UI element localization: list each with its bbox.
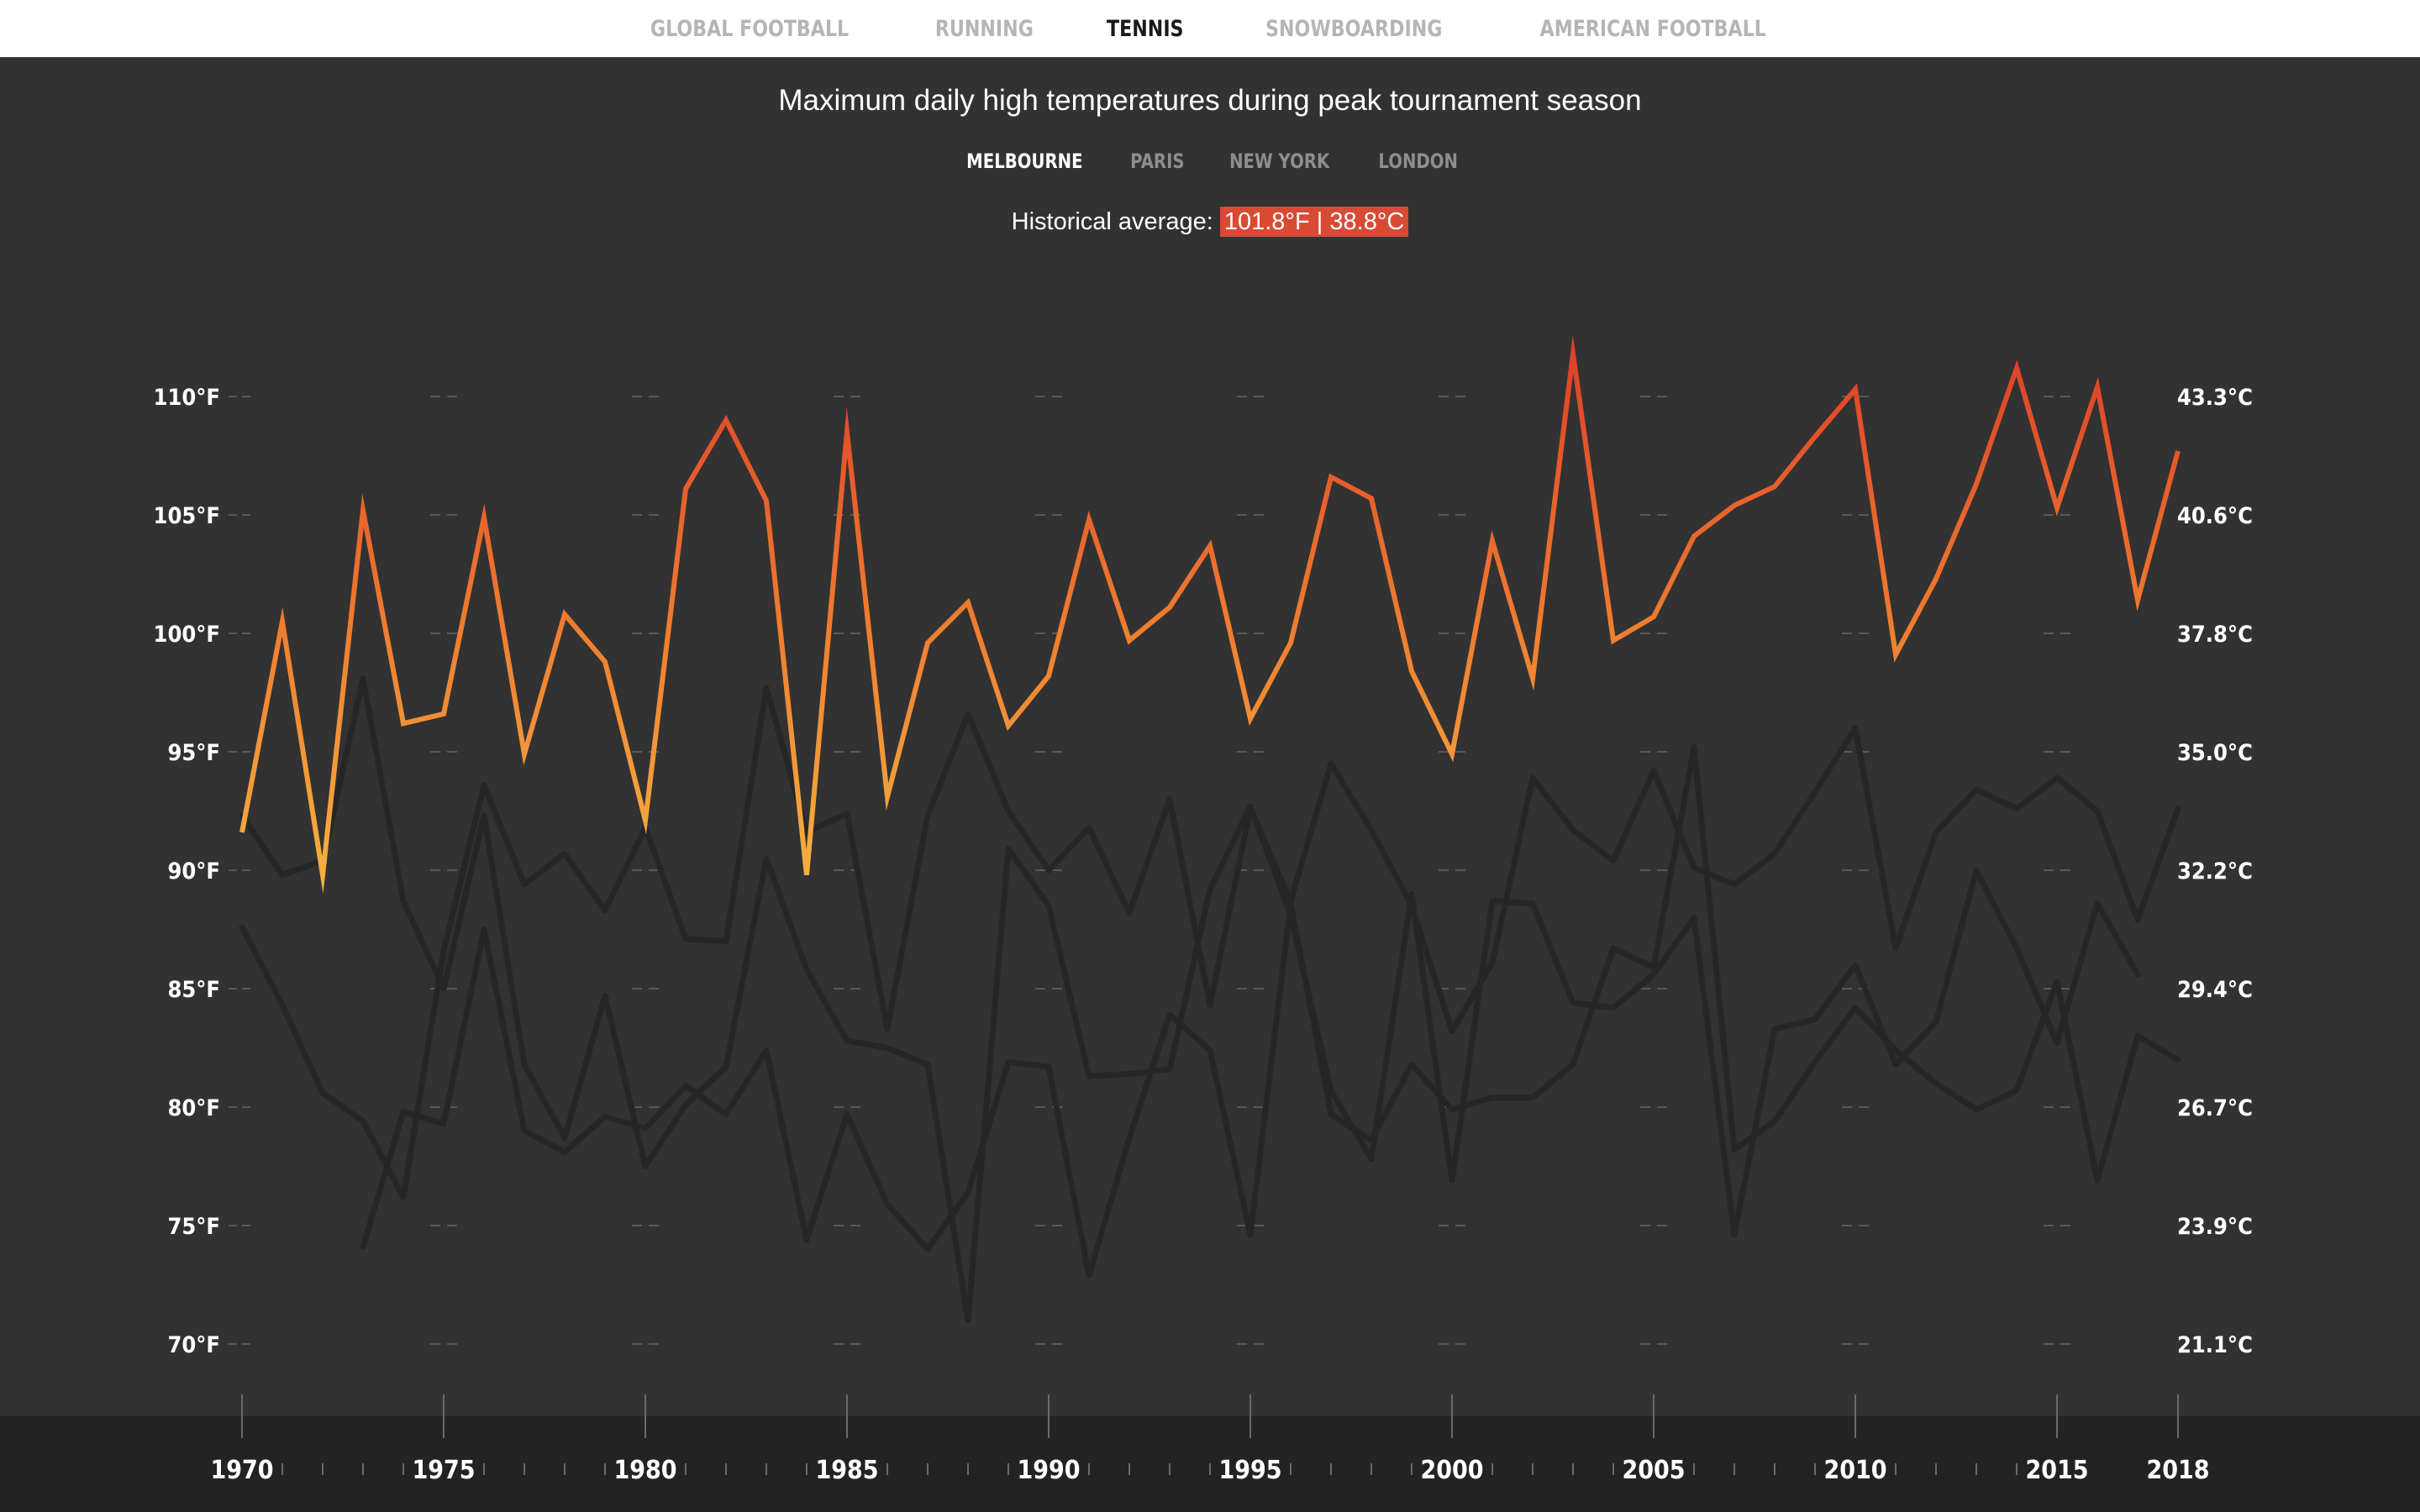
y-tick-label-f: 100°F [154, 622, 220, 648]
grid-layer [229, 396, 2070, 1345]
series-line-new-york [239, 675, 2141, 1324]
sport-tabs: GLOBAL FOOTBALL RUNNING TENNIS SNOWBOARD… [0, 0, 2420, 57]
x-tick-label: 1985 [815, 1456, 878, 1485]
y-tick-label-c: 21.1°C [2177, 1332, 2253, 1358]
y-tick-label-c: 26.7°C [2177, 1095, 2253, 1121]
tab-running[interactable]: RUNNING [935, 15, 1034, 42]
y-tick-label-c: 32.2°C [2177, 858, 2253, 885]
y-tick-label-f: 85°F [167, 977, 220, 1003]
historical-average-label: Historical average: [1011, 208, 1213, 235]
axis-layer: 110°F 43.3°C 105°F 40.6°C 100°F 37.8°C 95°F 35.… [154, 385, 2253, 1485]
series-line-melbourne [239, 334, 2181, 895]
series-line-london [360, 743, 2181, 1278]
y-tick-label-f: 90°F [167, 858, 220, 885]
y-tick-label-c: 29.4°C [2177, 977, 2253, 1003]
x-tick-label: 2018 [2146, 1456, 2209, 1485]
x-tick-label: 2005 [1622, 1456, 1685, 1485]
x-tick-label: 1970 [210, 1456, 273, 1485]
x-tick-label: 1995 [1218, 1456, 1281, 1485]
y-tick-label-c: 40.6°C [2177, 503, 2253, 529]
y-tick-label-c: 35.0°C [2177, 740, 2253, 766]
tab-american-football[interactable]: AMERICAN FOOTBALL [1539, 15, 1767, 42]
y-tick-label-f: 80°F [167, 1095, 220, 1121]
x-tick-label: 1975 [412, 1456, 475, 1485]
tab-tennis[interactable]: TENNIS [1107, 15, 1184, 42]
chart-title: Maximum daily high temperatures during p… [778, 84, 1642, 117]
historical-average: Historical average: 101.8°F | 38.8°C [0, 207, 2420, 237]
y-tick-label-f: 75°F [167, 1214, 220, 1240]
series-line-paris [239, 685, 2181, 1200]
x-tick-label: 2000 [1420, 1456, 1483, 1485]
city-tab-melbourne[interactable]: MELBOURNE [966, 150, 1083, 173]
tab-global-football[interactable]: GLOBAL FOOTBALL [650, 15, 850, 42]
x-tick-label: 1990 [1017, 1456, 1080, 1485]
historical-average-badge: 101.8°F | 38.8°C [1219, 207, 1409, 237]
x-tick-label: 1980 [613, 1456, 676, 1485]
y-tick-label-f: 110°F [154, 385, 220, 411]
tab-snowboarding[interactable]: SNOWBOARDING [1265, 15, 1443, 42]
y-tick-label-c: 37.8°C [2177, 622, 2253, 648]
y-tick-label-f: 95°F [167, 740, 220, 766]
y-tick-label-c: 23.9°C [2177, 1214, 2253, 1240]
y-tick-label-c: 43.3°C [2177, 385, 2253, 411]
y-tick-label-f: 105°F [154, 503, 220, 529]
city-tabs: MELBOURNE PARIS NEW YORK LONDON [0, 150, 2420, 173]
city-tab-london[interactable]: LONDON [1378, 150, 1458, 173]
x-tick-label: 2015 [2025, 1456, 2088, 1485]
city-tab-paris[interactable]: PARIS [1129, 150, 1185, 173]
series-layer [239, 334, 2181, 1324]
city-tab-new-york[interactable]: NEW YORK [1229, 150, 1330, 173]
y-tick-label-f: 70°F [167, 1332, 220, 1358]
x-tick-label: 2010 [1823, 1456, 1886, 1485]
